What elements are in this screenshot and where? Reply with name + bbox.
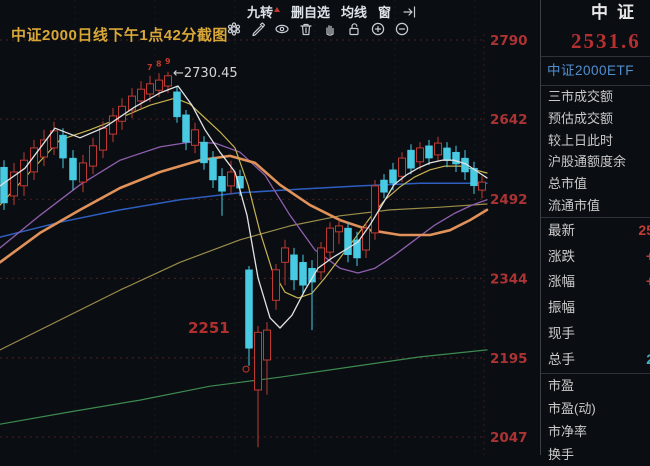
svg-text:2492: 2492 (490, 192, 528, 208)
info-row: 较上日此时 (548, 132, 614, 148)
market-info-list: 三市成交额预估成交额较上日此时沪股通额度余 总市值流通市值 (541, 86, 650, 217)
lock-icon[interactable] (346, 21, 362, 37)
nine-turn-flag-icon (273, 6, 280, 12)
collapse-right-icon[interactable] (402, 4, 418, 20)
quote-row: 现手 (541, 321, 650, 347)
quote-label: 涨幅 (548, 274, 575, 290)
chart-toolbar: 九转 删自选 均线 窗 (247, 2, 418, 21)
valuation-row: 市盈 (548, 377, 575, 393)
quote-label: 现手 (548, 325, 575, 341)
chart-title: 中证2000日线下午1点42分截图 (11, 27, 228, 44)
svg-text:2251: 2251 (188, 319, 230, 337)
settings-flower-icon[interactable] (226, 21, 242, 37)
index-name: 中证 (591, 3, 643, 22)
svg-text:8: 8 (156, 60, 162, 69)
zoom-in-icon[interactable] (370, 21, 386, 37)
trash-icon[interactable] (298, 21, 314, 37)
drag-hand-icon[interactable] (322, 21, 338, 37)
toolbar-window[interactable]: 窗 (377, 5, 391, 20)
draw-pen-icon[interactable] (250, 21, 266, 37)
eye-icon[interactable] (274, 21, 290, 37)
quote-value: 2 (646, 347, 650, 373)
valuation-row: 市净率 (548, 423, 588, 439)
info-row: 三市成交额 (548, 89, 614, 104)
valuation-row: 换手 (548, 446, 575, 462)
svg-text:2642: 2642 (490, 112, 528, 128)
toolbar-nine-turn[interactable]: 九转 (247, 2, 280, 21)
svg-text:7: 7 (147, 63, 153, 72)
index-price: 2531.6 (571, 29, 641, 53)
quote-label: 涨跌 (548, 248, 575, 264)
valuation-list: 市盈市盈(动) 市净率换手 (541, 372, 650, 466)
info-row: 总市值 (548, 176, 588, 192)
related-etf-link[interactable]: 中证2000ETF (541, 56, 650, 86)
quote-label: 振幅 (548, 300, 575, 316)
svg-text:2790: 2790 (490, 33, 528, 49)
chart-region: 2790 2642 2492 2344 2195 2047 ←2730.45 2251 7 8 9 … (0, 0, 540, 455)
toolbar-nine-turn-label: 九转 (246, 5, 273, 20)
quote-row: 振幅 (541, 295, 650, 321)
quote-value: + (645, 273, 650, 290)
quote-row: 涨跌 + (541, 244, 650, 270)
svg-text:2344: 2344 (490, 271, 528, 287)
info-row: 流通市值 (548, 197, 601, 213)
quote-value: + (645, 247, 650, 264)
quote-row: 总手 2 (541, 347, 650, 373)
toolbar-ma-lines[interactable]: 均线 (340, 5, 367, 20)
candlestick-chart[interactable]: 2790 2642 2492 2344 2195 2047 ←2730.45 2251 7 8 9 (0, 0, 540, 455)
quote-label: 最新 (548, 222, 575, 238)
quote-panel: 中证 2531.6 中证2000ETF 三市成交额预估成交额较上日此时沪股通额度… (540, 0, 650, 462)
quote-label: 总手 (548, 351, 575, 367)
svg-text:←2730.45: ←2730.45 (173, 66, 238, 81)
toolbar-delete-watchlist[interactable]: 删自选 (290, 5, 330, 20)
chart-tools-toolbar (226, 21, 410, 37)
svg-text:9: 9 (165, 57, 171, 66)
quote-value: 25 (638, 221, 650, 238)
svg-text:2195: 2195 (490, 351, 528, 367)
zoom-out-icon[interactable] (394, 21, 410, 37)
info-row: 沪股通额度余 (548, 154, 627, 170)
info-row: 预估成交额 (548, 110, 614, 126)
svg-text:2047: 2047 (490, 430, 528, 446)
valuation-row: 市盈(动) (548, 400, 596, 416)
quote-row: 涨幅 + (541, 269, 650, 295)
quote-row: 最新 25 (541, 218, 650, 244)
